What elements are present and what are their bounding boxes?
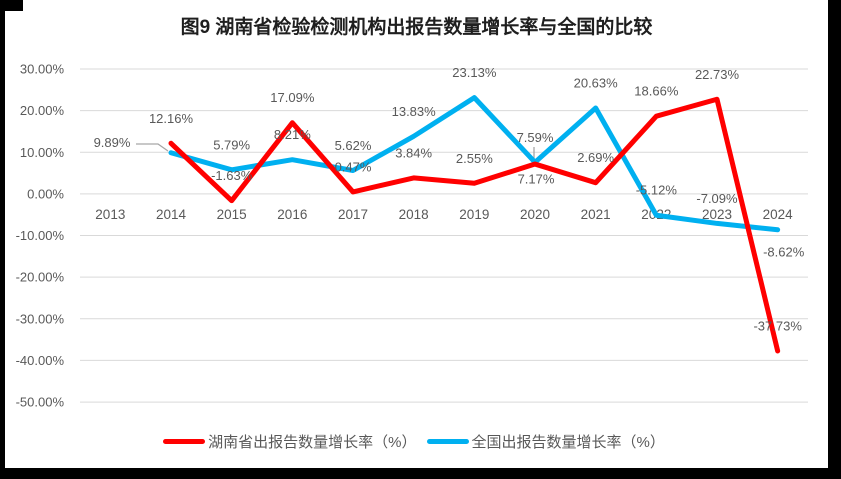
x-axis-label: 2020 — [520, 207, 550, 222]
legend-swatch-national — [426, 439, 469, 444]
x-axis-label: 2014 — [156, 207, 187, 222]
data-label-national: 13.83% — [392, 104, 437, 119]
data-label-national: 8.21% — [274, 127, 311, 142]
data-label-hunan: -1.63% — [211, 168, 253, 183]
data-label-national: 23.13% — [452, 65, 497, 80]
series-line-hunan — [168, 96, 781, 354]
data-label-national: 5.79% — [213, 137, 250, 152]
data-label-hunan: 22.73% — [695, 67, 740, 82]
series-line-national — [168, 95, 781, 233]
data-label-hunan: 18.66% — [634, 84, 679, 99]
screen-edge-artifact-bottom — [0, 468, 841, 479]
data-label-national: 7.59% — [517, 130, 554, 145]
data-label-hunan: 7.17% — [518, 172, 555, 187]
data-label-hunan: 17.09% — [270, 90, 315, 105]
chart-legend: 湖南省出报告数量增长率（%） 全国出报告数量增长率（%） — [0, 431, 828, 452]
legend-item-hunan: 湖南省出报告数量增长率（%） — [163, 431, 417, 452]
data-label-national: -8.62% — [763, 244, 805, 259]
data-label-national: -7.09% — [696, 191, 738, 206]
legend-swatch-hunan — [163, 439, 206, 444]
data-label-national: 20.63% — [574, 76, 619, 91]
data-label-hunan: 3.84% — [395, 145, 432, 160]
x-axis-label: 2017 — [338, 207, 368, 222]
legend-label-national: 全国出报告数量增长率（%） — [471, 434, 665, 451]
screen-edge-artifact-right — [828, 0, 841, 479]
y-axis-tick-label: 0.00% — [27, 186, 64, 201]
data-label-national: 5.62% — [335, 138, 372, 153]
x-axis-label: 2023 — [702, 207, 732, 222]
data-label-hunan: 0.47% — [335, 159, 372, 174]
screen-edge-artifact-top-left — [0, 0, 23, 11]
data-label-hunan: 2.69% — [577, 150, 614, 165]
x-axis-label: 2015 — [217, 207, 247, 222]
legend-label-hunan: 湖南省出报告数量增长率（%） — [208, 434, 417, 451]
x-axis-label: 2016 — [277, 207, 307, 222]
data-label-national: -5.12% — [636, 183, 678, 198]
data-label-hunan: 12.16% — [149, 111, 194, 126]
x-axis-label: 2024 — [763, 207, 794, 222]
y-axis-tick-label: -40.00% — [16, 353, 65, 368]
chart-title: 图9 湖南省检验检测机构出报告数量增长率与全国的比较 — [180, 17, 653, 38]
y-axis-tick-label: -50.00% — [16, 395, 65, 410]
x-axis-label: 2021 — [581, 207, 611, 222]
y-axis-tick-label: -20.00% — [16, 270, 65, 285]
leader-line — [136, 143, 169, 152]
data-label-hunan: 2.55% — [456, 151, 493, 166]
data-label-hunan: -37.73% — [753, 318, 802, 333]
screen-edge-artifact-left — [0, 0, 5, 479]
y-axis-tick-label: 20.00% — [20, 103, 65, 118]
y-axis-tick-label: -30.00% — [16, 311, 65, 326]
y-axis-tick-label: 10.00% — [20, 145, 65, 160]
legend-item-national: 全国出报告数量增长率（%） — [426, 431, 665, 452]
y-axis-tick-label: 30.00% — [20, 62, 65, 77]
x-axis-label: 2018 — [399, 207, 429, 222]
data-label-national: 9.89% — [94, 135, 131, 150]
y-axis-tick-label: -10.00% — [16, 228, 65, 243]
x-axis-label: 2013 — [95, 207, 125, 222]
x-axis-label: 2019 — [459, 207, 489, 222]
